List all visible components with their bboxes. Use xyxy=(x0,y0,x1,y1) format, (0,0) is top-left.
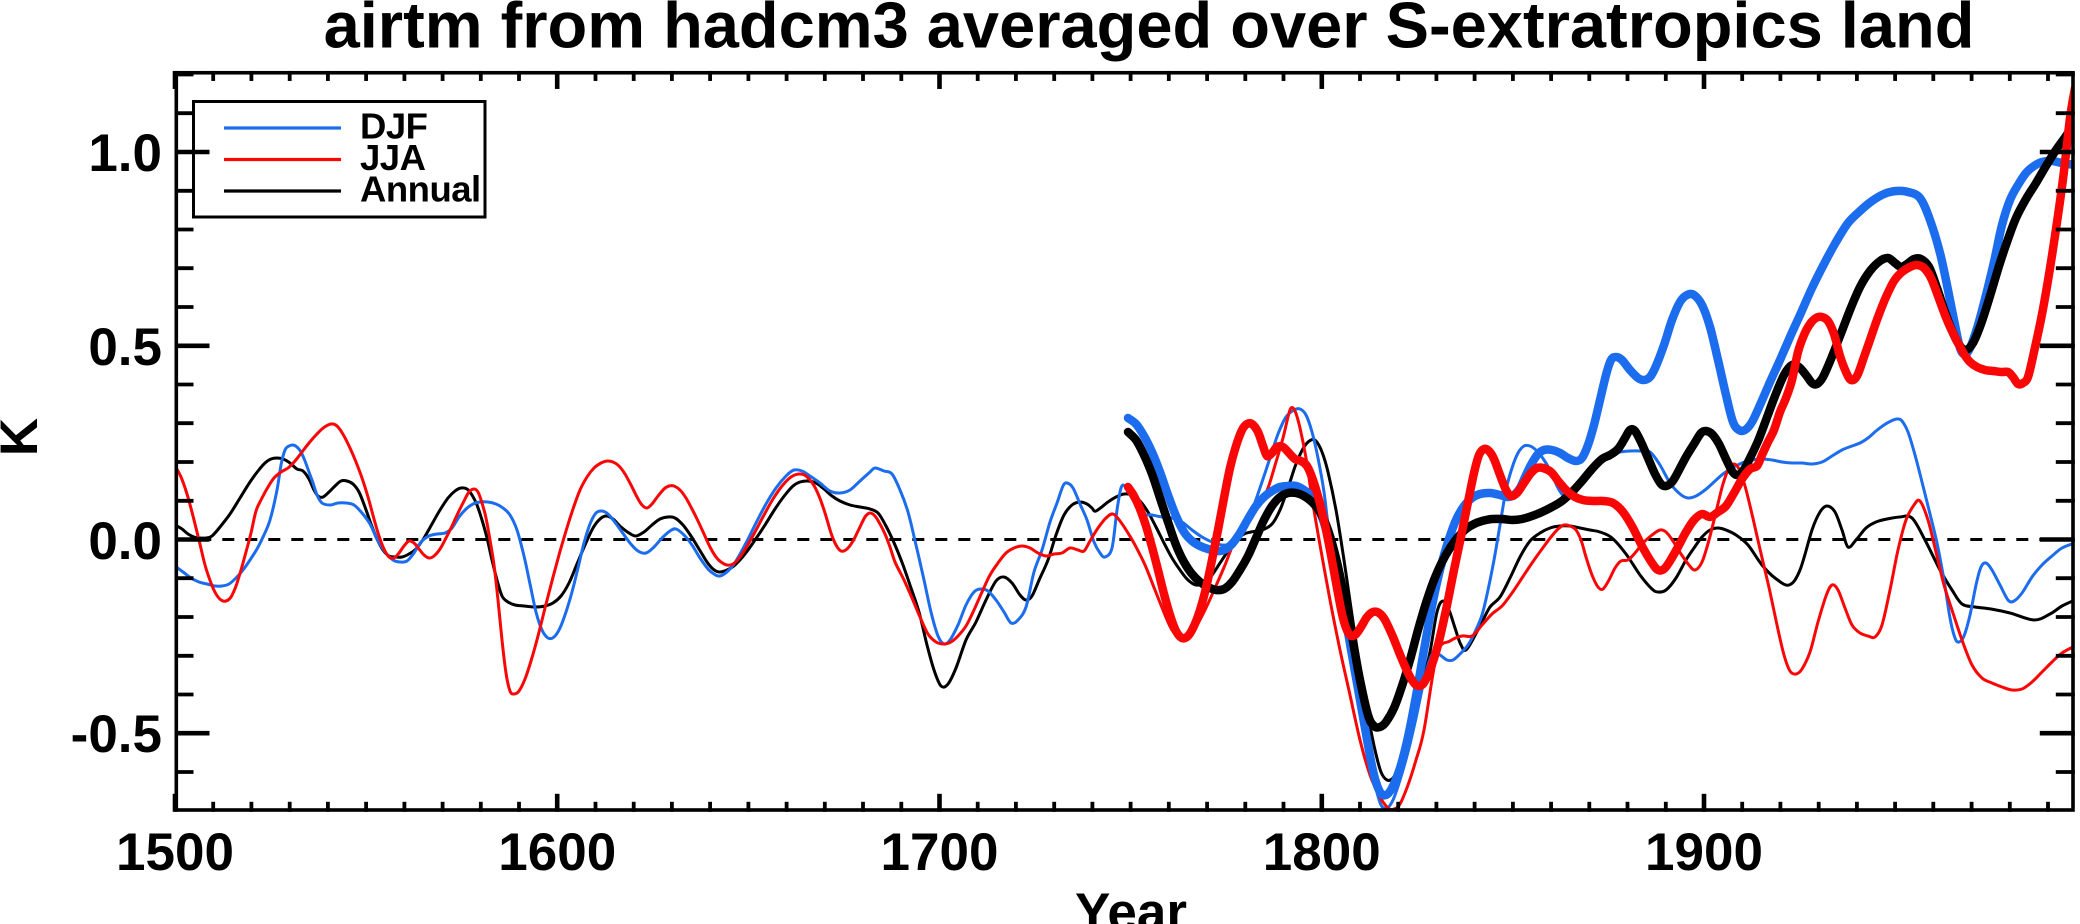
svg-text:airtm from hadcm3 averaged ove: airtm from hadcm3 averaged over S-extrat… xyxy=(324,0,1975,62)
svg-text:K: K xyxy=(0,418,49,456)
svg-text:1.0: 1.0 xyxy=(88,124,162,183)
svg-text:JJA: JJA xyxy=(360,137,426,178)
svg-text:1900: 1900 xyxy=(1645,823,1763,882)
svg-text:Year: Year xyxy=(1075,883,1187,924)
svg-text:-0.5: -0.5 xyxy=(71,705,162,764)
svg-text:0.0: 0.0 xyxy=(88,512,162,571)
svg-text:0.5: 0.5 xyxy=(88,318,162,377)
svg-text:1600: 1600 xyxy=(498,823,616,882)
svg-text:1800: 1800 xyxy=(1263,823,1381,882)
svg-text:1500: 1500 xyxy=(116,823,234,882)
svg-text:Annual: Annual xyxy=(360,169,481,210)
svg-text:1700: 1700 xyxy=(881,823,999,882)
svg-text:DJF: DJF xyxy=(360,106,427,147)
